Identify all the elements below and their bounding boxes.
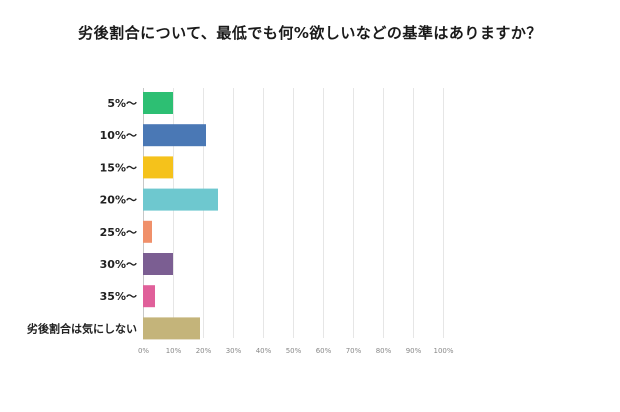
grid	[143, 88, 444, 338]
category-label: 10%～	[100, 129, 137, 142]
bar	[143, 188, 218, 211]
x-tick-label: 0%	[138, 347, 149, 355]
x-tick-label: 30%	[226, 347, 242, 355]
bar	[143, 124, 206, 147]
category-label: 25%～	[100, 226, 137, 239]
bar	[143, 285, 155, 308]
x-tick-label: 20%	[196, 347, 212, 355]
bar	[143, 92, 173, 114]
x-tick-label: 80%	[376, 347, 392, 355]
bar	[143, 220, 152, 243]
x-tick-label: 60%	[316, 347, 332, 355]
category-labels: 5%～ 10%～ 15%～ 20%～ 25%～ 30%～ 35%～ 劣後割合は気にしない	[27, 97, 137, 335]
x-tick-label: 70%	[346, 347, 362, 355]
category-label: 5%～	[107, 97, 137, 110]
category-label: 30%～	[100, 258, 137, 271]
category-label: 15%～	[100, 161, 137, 174]
category-label: 劣後割合は気にしない	[27, 321, 137, 335]
x-tick-label: 100%	[433, 347, 453, 355]
x-tick-label: 50%	[286, 347, 302, 355]
chart-title: 劣後割合について、最低でも何%欲しいなどの基準はありますか？	[78, 24, 542, 42]
x-tick-label: 90%	[406, 347, 422, 355]
bar	[143, 253, 173, 275]
bars	[143, 92, 218, 340]
x-tick-label: 40%	[256, 347, 272, 355]
x-tick-label: 10%	[166, 347, 182, 355]
bar	[143, 156, 173, 179]
x-axis-ticks: 0% 10% 20% 30% 40% 50% 60% 70% 80% 90% 100%	[138, 347, 454, 355]
bar	[143, 317, 200, 340]
category-label: 20%～	[100, 194, 137, 207]
category-label: 35%～	[100, 290, 137, 303]
